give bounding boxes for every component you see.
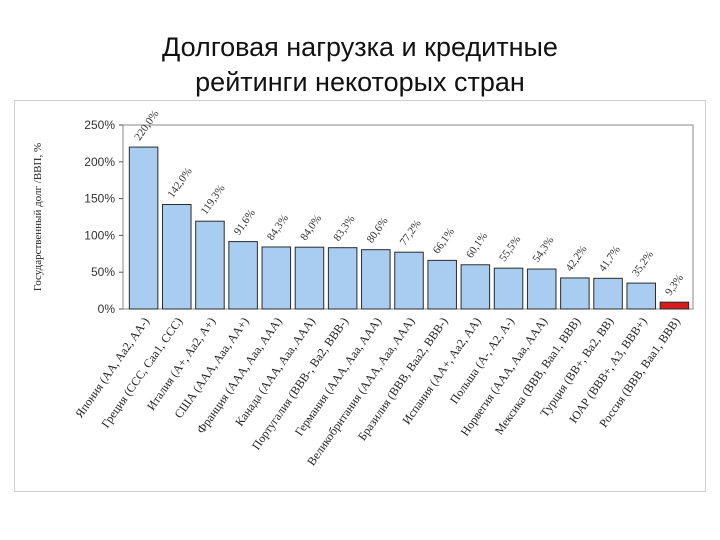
bar <box>460 264 491 310</box>
slide-title-line-2: рейтинги некоторых стран <box>195 67 525 97</box>
bar <box>128 146 159 310</box>
bar <box>626 282 657 310</box>
bar <box>327 247 358 310</box>
slide-title: Долговая нагрузка и кредитные рейтинги н… <box>0 30 720 100</box>
bar <box>261 246 292 310</box>
y-tick-label: 100% <box>84 228 115 242</box>
value-label: 66,1% <box>431 226 457 256</box>
value-label: 80,6% <box>364 215 390 245</box>
bar <box>560 277 590 310</box>
bar <box>228 241 258 310</box>
value-label: 83,3% <box>331 213 357 243</box>
y-axis-label: Государственный долг /ВВП, % <box>32 143 44 291</box>
bar <box>427 259 457 310</box>
bar <box>394 251 424 310</box>
value-label: 119,3% <box>199 183 228 217</box>
value-label: 42,2% <box>564 243 590 273</box>
bar <box>493 267 524 310</box>
y-tick-label: 50% <box>91 265 115 279</box>
value-label: 91,6% <box>232 207 258 237</box>
bar <box>195 220 225 310</box>
value-label: 77,2% <box>398 218 424 248</box>
bar <box>593 277 623 310</box>
y-tick-label: 250% <box>84 118 115 132</box>
value-label: 84,3% <box>265 213 291 243</box>
value-label: 55,5% <box>497 234 523 264</box>
value-label: 142,0% <box>165 166 194 201</box>
value-label: 54,3% <box>530 235 556 265</box>
bar <box>161 203 192 310</box>
value-label: 84,0% <box>298 213 324 243</box>
value-label: 60,1% <box>464 230 490 260</box>
value-label: 35,2% <box>630 249 656 279</box>
slide-title-line-1: Долговая нагрузка и кредитные <box>162 32 558 62</box>
bar <box>294 246 325 310</box>
bar <box>659 301 690 310</box>
bar <box>526 268 557 310</box>
value-label: 9,3% <box>663 272 686 298</box>
bar <box>361 249 391 310</box>
value-label: 41,7% <box>597 244 623 274</box>
y-tick-label: 200% <box>84 155 115 169</box>
debt-chart: 0% 50% 100% 150% 200% 250% Государственный дол… <box>32 108 694 468</box>
y-tick-label: 150% <box>84 192 115 206</box>
y-tick-label: 0% <box>98 302 116 316</box>
chart-frame: 0% 50% 100% 150% 200% 250% Государственный дол… <box>14 100 706 492</box>
